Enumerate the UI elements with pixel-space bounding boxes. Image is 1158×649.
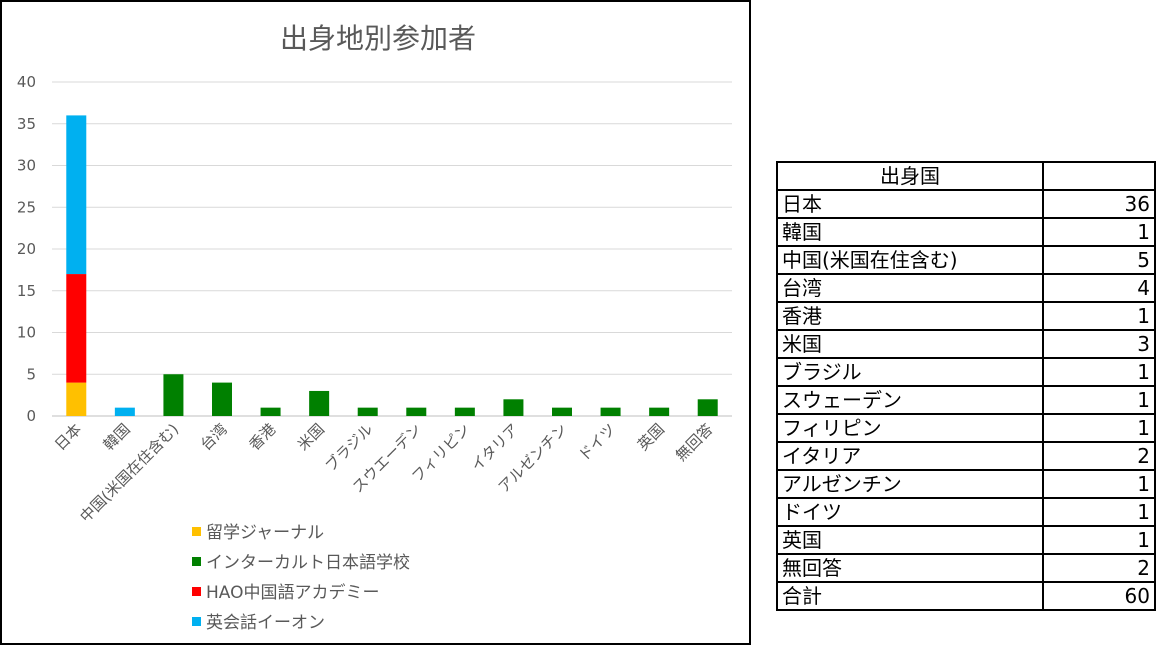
legend-swatch: [192, 557, 201, 566]
bar-segment: [163, 374, 184, 416]
x-tick-label: 英国: [634, 420, 668, 454]
table-row-label: アルゼンチン: [776, 469, 1044, 499]
table-row: 米国 3: [776, 329, 1156, 359]
table-row: フィリピン 1: [776, 413, 1156, 443]
table-row-label: 中国(米国在住含む): [776, 245, 1044, 275]
table-row-value: 1: [1042, 217, 1156, 247]
bar-segment: [66, 274, 87, 383]
table-row-value: 5: [1042, 245, 1156, 275]
bar-segment: [454, 407, 475, 416]
table-row-label: ブラジル: [776, 357, 1044, 387]
legend-swatch: [192, 617, 201, 626]
bar-segment: [66, 382, 87, 416]
x-tick-label: ドイツ: [575, 420, 620, 465]
country-table-panel: 出身国 日本 36 韓国 1 中国(米国在住含む) 5 台湾 4 香港 1 米国 3 ブラジル 1 スウェー…: [776, 161, 1156, 611]
table-row-label: 韓国: [776, 217, 1044, 247]
table-row-label: フィリピン: [776, 413, 1044, 443]
table-total-row-value: 60: [1042, 581, 1156, 611]
y-tick-label: 30: [17, 157, 36, 175]
bar-segment: [212, 382, 232, 416]
table-row: アルゼンチン 1: [776, 469, 1156, 499]
table-row-value: 1: [1042, 413, 1156, 443]
bar-segment: [406, 407, 427, 416]
table-total-row-label: 合計: [776, 581, 1044, 611]
legend-label: インターカルト日本語学校: [206, 553, 410, 573]
gridlines: [52, 81, 732, 417]
y-tick-label: 35: [17, 115, 36, 133]
y-tick-label: 40: [17, 73, 36, 91]
table-header-country: 出身国: [776, 161, 1044, 191]
table-row-value: 1: [1042, 385, 1156, 415]
table-row: 英国 1: [776, 525, 1156, 555]
legend-swatch: [192, 527, 201, 536]
table-row-value: 2: [1042, 553, 1156, 583]
table-row-label: イタリア: [776, 441, 1044, 471]
bar-segment: [309, 390, 330, 416]
y-tick-label: 25: [17, 198, 36, 216]
table-row-value: 36: [1042, 189, 1156, 219]
table-row: 日本 36: [776, 189, 1156, 219]
table-row: ブラジル 1: [776, 357, 1156, 387]
table-row-value: 3: [1042, 329, 1156, 359]
x-tick-label: 無回答: [672, 420, 717, 465]
bar-segment: [503, 399, 524, 416]
y-tick-label: 15: [17, 282, 36, 300]
y-tick-label: 20: [17, 240, 36, 258]
table-row: イタリア 2: [776, 441, 1156, 471]
country-table: 出身国 日本 36 韓国 1 中国(米国在住含む) 5 台湾 4 香港 1 米国 3 ブラジル 1 スウェー…: [776, 161, 1156, 611]
table-row-label: 日本: [776, 189, 1044, 219]
bar-segment: [552, 407, 572, 416]
table-row: 台湾 4: [776, 273, 1156, 303]
table-row-value: 4: [1042, 273, 1156, 303]
table-row-value: 1: [1042, 469, 1156, 499]
bar-segment: [66, 115, 87, 275]
table-row: スウェーデン 1: [776, 385, 1156, 415]
table-row-label: スウェーデン: [776, 385, 1044, 415]
table-row: ドイツ 1: [776, 497, 1156, 527]
table-row-label: 英国: [776, 525, 1044, 555]
bar-segment: [600, 407, 621, 416]
table-row-label: 香港: [776, 301, 1044, 331]
x-tick-label: 台湾: [197, 420, 231, 454]
x-tick-label: 米国: [294, 420, 328, 454]
chart-title: 出身地別参加者: [280, 22, 476, 55]
legend-swatch: [192, 587, 201, 596]
table-row: 韓国 1: [776, 217, 1156, 247]
table-row-value: 1: [1042, 525, 1156, 555]
y-axis-ticks: 0 5 10 15 20 25 30 35 40: [17, 73, 36, 425]
bar-segment: [260, 407, 281, 416]
bar-segment: [649, 407, 670, 416]
y-tick-label: 10: [17, 324, 36, 342]
chart-panel: 出身地別参加者 0 5 10 15 20 25 30 35 40 日本 韓国 中国(米国在住含む) 台…: [0, 0, 751, 645]
table-row-value: 2: [1042, 441, 1156, 471]
bar-segment: [357, 407, 378, 416]
legend-label: 英会話イーオン: [206, 613, 325, 633]
table-row-label: 台湾: [776, 273, 1044, 303]
x-tick-label: 香港: [245, 420, 279, 454]
table-row: 中国(米国在住含む) 5: [776, 245, 1156, 275]
table-row-value: 1: [1042, 301, 1156, 331]
table-row-label: 米国: [776, 329, 1044, 359]
legend-label: 留学ジャーナル: [206, 523, 324, 543]
x-tick-label: 日本: [51, 420, 85, 454]
legend-label: HAO中国語アカデミー: [206, 582, 380, 603]
table-row: 無回答 2: [776, 553, 1156, 583]
table-row-label: 無回答: [776, 553, 1044, 583]
table-row-value: 1: [1042, 497, 1156, 527]
y-tick-label: 0: [26, 407, 36, 425]
table-total-row: 合計 60: [776, 581, 1156, 611]
table-header-count: [1042, 161, 1156, 191]
bar-segment: [697, 399, 718, 416]
bar-segment: [114, 407, 135, 416]
table-row: 香港 1: [776, 301, 1156, 331]
table-header-row: 出身国: [776, 161, 1156, 191]
table-row-label: ドイツ: [776, 497, 1044, 527]
x-tick-label: 韓国: [100, 420, 134, 454]
table-row-value: 1: [1042, 357, 1156, 387]
y-tick-label: 5: [26, 365, 36, 383]
bars: [66, 115, 718, 416]
